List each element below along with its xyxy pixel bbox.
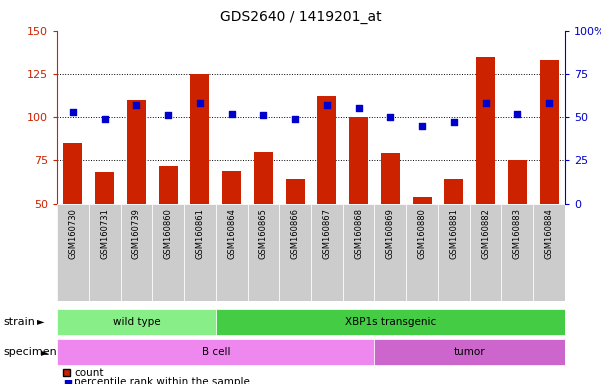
Bar: [121, 204, 152, 301]
Point: [63, 379, 72, 384]
Text: GSM160867: GSM160867: [322, 209, 331, 260]
Point: [68, 109, 78, 115]
Text: specimen: specimen: [3, 347, 56, 358]
Point: [132, 102, 141, 108]
Point: [417, 123, 427, 129]
Text: GSM160861: GSM160861: [195, 209, 204, 259]
Text: ►: ►: [37, 316, 44, 327]
Bar: [412, 197, 432, 204]
Text: XBP1s transgenic: XBP1s transgenic: [345, 316, 436, 327]
Text: GSM160730: GSM160730: [69, 209, 78, 259]
Bar: [476, 57, 495, 204]
Bar: [311, 204, 343, 301]
Bar: [254, 152, 273, 204]
Bar: [216, 204, 248, 301]
Bar: [444, 179, 463, 204]
Bar: [57, 339, 374, 365]
Point: [449, 119, 459, 126]
Bar: [501, 204, 533, 301]
Bar: [159, 166, 178, 204]
Point: [195, 100, 205, 106]
Bar: [191, 74, 209, 204]
Bar: [95, 172, 114, 204]
Bar: [152, 204, 184, 301]
Bar: [216, 309, 565, 334]
Bar: [317, 96, 337, 204]
Text: percentile rank within the sample: percentile rank within the sample: [74, 377, 250, 384]
Point: [322, 102, 332, 108]
Bar: [438, 204, 470, 301]
Bar: [470, 204, 501, 301]
Text: ►: ►: [41, 347, 48, 358]
Point: [163, 113, 173, 119]
Point: [258, 113, 268, 119]
Bar: [57, 204, 89, 301]
Bar: [285, 179, 305, 204]
Bar: [222, 171, 241, 204]
Text: GSM160884: GSM160884: [545, 209, 554, 259]
Text: wild type: wild type: [112, 316, 160, 327]
Text: GSM160860: GSM160860: [163, 209, 172, 259]
Point: [481, 100, 490, 106]
Text: B cell: B cell: [201, 347, 230, 358]
Text: GSM160869: GSM160869: [386, 209, 395, 259]
Bar: [184, 204, 216, 301]
Text: tumor: tumor: [454, 347, 486, 358]
Text: GSM160882: GSM160882: [481, 209, 490, 259]
Point: [386, 114, 395, 120]
Point: [513, 111, 522, 117]
Bar: [57, 309, 216, 334]
Bar: [89, 204, 121, 301]
Text: GSM160881: GSM160881: [450, 209, 459, 259]
Bar: [64, 143, 82, 204]
Bar: [127, 100, 146, 204]
Point: [354, 106, 364, 112]
Bar: [279, 204, 311, 301]
Text: GSM160739: GSM160739: [132, 209, 141, 259]
Text: GSM160883: GSM160883: [513, 209, 522, 260]
Bar: [406, 204, 438, 301]
Text: GSM160865: GSM160865: [259, 209, 268, 259]
Text: GDS2640 / 1419201_at: GDS2640 / 1419201_at: [220, 10, 381, 23]
Bar: [349, 117, 368, 204]
Point: [227, 111, 236, 117]
Bar: [343, 204, 374, 301]
Text: strain: strain: [3, 316, 35, 327]
Text: GSM160864: GSM160864: [227, 209, 236, 259]
Text: GSM160731: GSM160731: [100, 209, 109, 259]
Bar: [248, 204, 279, 301]
Bar: [374, 339, 565, 365]
Bar: [508, 161, 527, 204]
Point: [100, 116, 109, 122]
Text: count: count: [74, 368, 103, 378]
Point: [545, 100, 554, 106]
Point: [290, 116, 300, 122]
Bar: [374, 204, 406, 301]
Bar: [533, 204, 565, 301]
Text: GSM160880: GSM160880: [418, 209, 427, 259]
Text: GSM160868: GSM160868: [354, 209, 363, 260]
Bar: [381, 154, 400, 204]
Text: GSM160866: GSM160866: [291, 209, 300, 260]
Bar: [540, 60, 558, 204]
